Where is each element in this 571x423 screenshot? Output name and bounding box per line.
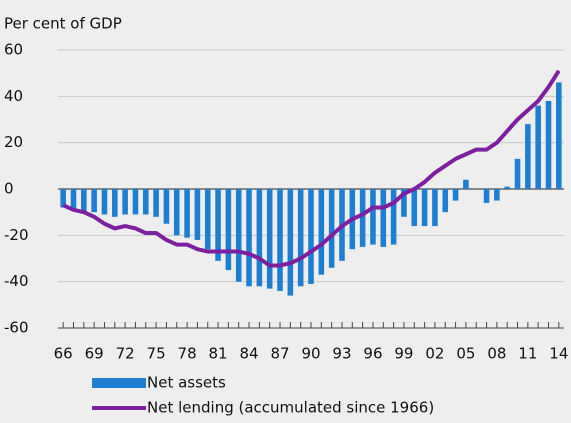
bar: [287, 189, 294, 296]
bar: [256, 189, 263, 287]
y-tick-label: 60: [4, 41, 23, 59]
bar: [163, 189, 170, 224]
bar: [463, 179, 469, 189]
bar: [246, 189, 252, 287]
bar: [60, 189, 66, 208]
x-tick-label: 81: [209, 345, 228, 363]
bar: [81, 189, 87, 213]
x-tick-label: 02: [425, 345, 444, 363]
bar: [504, 186, 510, 189]
x-tick-label: 69: [85, 345, 104, 363]
bar: [194, 189, 201, 240]
y-tick-label: 20: [4, 133, 23, 151]
x-tick-label: 11: [518, 345, 537, 363]
bar: [359, 189, 366, 247]
bar: [525, 124, 531, 189]
bar: [184, 189, 190, 238]
y-tick-label: -20: [4, 226, 29, 244]
bar: [225, 189, 232, 271]
bar: [204, 189, 211, 250]
bar: [483, 189, 490, 203]
bar: [297, 189, 304, 287]
x-tick-label: 84: [239, 345, 258, 363]
bar: [380, 189, 387, 247]
bar: [432, 189, 438, 227]
x-tick-label: 96: [363, 345, 382, 363]
bar: [277, 189, 283, 291]
bar: [112, 189, 118, 217]
legend-label: Net assets: [147, 374, 226, 392]
bar: [266, 189, 273, 289]
bar: [235, 189, 242, 282]
bar: [545, 100, 552, 189]
y-tick-label: -60: [4, 319, 29, 337]
y-axis-label: Per cent of GDP: [4, 15, 122, 33]
bar: [173, 189, 180, 236]
bar: [328, 189, 335, 268]
bar: [442, 189, 449, 213]
bar: [308, 189, 314, 284]
line: [62, 69, 561, 268]
x-tick-label: 05: [456, 345, 475, 363]
bar: [142, 189, 149, 215]
bar: [91, 189, 97, 213]
bar: [370, 189, 376, 245]
bar: [535, 105, 541, 189]
x-tick-label: 75: [147, 345, 166, 363]
bar: [390, 189, 397, 245]
bar: [514, 158, 521, 189]
x-tick-label: 99: [394, 345, 413, 363]
bar: [215, 189, 221, 261]
x-tick-label: 08: [487, 345, 506, 363]
y-tick-label: 0: [4, 180, 14, 198]
x-tick-label: 72: [116, 345, 135, 363]
bar: [153, 189, 159, 217]
bar: [421, 189, 428, 227]
bar: [411, 189, 418, 227]
bar: [132, 189, 139, 215]
y-tick-label: 40: [4, 87, 23, 105]
bar: [318, 189, 325, 275]
x-tick-label: 14: [549, 345, 568, 363]
bar: [70, 189, 77, 210]
x-tick-label: 78: [178, 345, 197, 363]
bar: [401, 189, 407, 217]
x-tick-label: 87: [270, 345, 289, 363]
x-tick-label: 66: [54, 345, 73, 363]
x-tick-label: 93: [332, 345, 351, 363]
bar: [556, 82, 562, 189]
bar: [122, 189, 128, 215]
x-tick-label: 90: [301, 345, 320, 363]
bar: [452, 189, 459, 201]
bar: [101, 189, 108, 215]
legend-label: Net lending (accumulated since 1966): [147, 399, 434, 417]
y-tick-label: -40: [4, 272, 29, 290]
bar: [494, 189, 500, 201]
legend-swatch: [92, 378, 146, 388]
